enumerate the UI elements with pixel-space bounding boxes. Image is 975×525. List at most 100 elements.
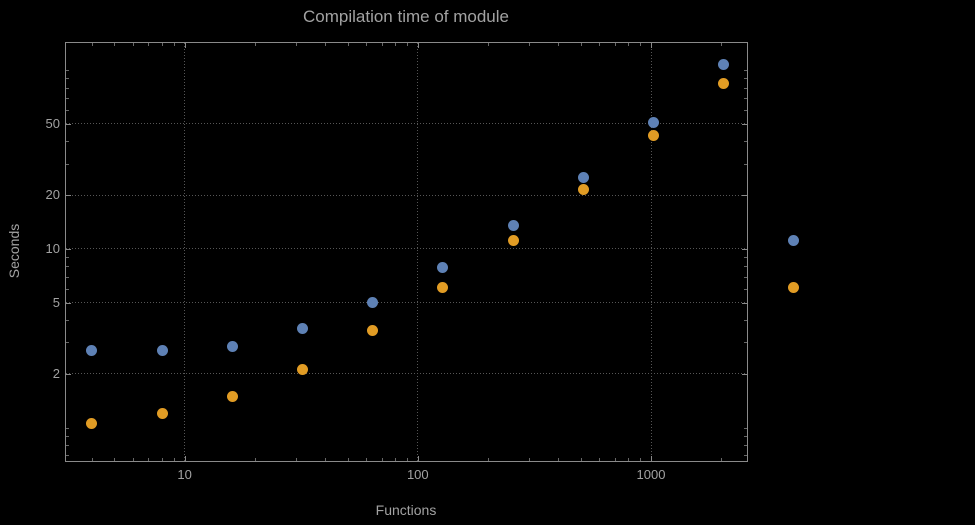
right-marker-point xyxy=(788,281,800,293)
x-minor-tick xyxy=(529,43,531,46)
data-point-blue xyxy=(437,261,449,273)
x-tick xyxy=(417,456,419,461)
y-minor-tick xyxy=(66,109,69,111)
x-minor-tick xyxy=(91,458,93,461)
x-minor-tick xyxy=(366,458,368,461)
x-minor-tick xyxy=(347,43,349,46)
x-minor-tick xyxy=(132,458,134,461)
data-point-blue xyxy=(86,344,98,356)
data-point-orange xyxy=(226,390,238,402)
y-tick xyxy=(742,373,747,375)
data-point-orange xyxy=(156,407,168,419)
data-point-blue xyxy=(647,116,659,128)
y-minor-tick xyxy=(744,163,747,165)
y-minor-tick xyxy=(66,141,69,143)
x-tick xyxy=(651,456,652,461)
x-minor-tick xyxy=(599,43,601,46)
x-minor-tick xyxy=(114,458,116,461)
data-point-orange xyxy=(86,418,98,430)
y-minor-tick xyxy=(66,342,69,344)
y-minor-tick xyxy=(66,97,69,99)
x-tick xyxy=(184,43,186,48)
x-minor-tick xyxy=(325,458,326,461)
x-minor-tick xyxy=(721,43,723,46)
x-minor-tick xyxy=(395,43,397,46)
y-minor-tick xyxy=(744,427,747,429)
y-minor-tick xyxy=(66,319,69,321)
y-tick xyxy=(742,248,747,250)
x-axis-label: Functions xyxy=(375,502,437,518)
data-point-blue xyxy=(226,340,238,352)
x-minor-tick xyxy=(640,458,642,461)
x-minor-tick xyxy=(347,458,349,461)
y-minor-tick xyxy=(744,266,747,268)
x-gridline xyxy=(417,43,419,461)
x-minor-tick xyxy=(721,458,723,461)
x-minor-tick xyxy=(162,43,163,46)
x-minor-tick xyxy=(580,43,582,46)
x-minor-tick xyxy=(173,43,175,46)
y-tick xyxy=(66,123,71,125)
y-minor-tick xyxy=(744,70,747,72)
y-minor-tick xyxy=(744,276,747,278)
x-gridline xyxy=(650,43,652,461)
x-minor-tick xyxy=(148,43,150,46)
x-tick-label: 100 xyxy=(406,467,429,482)
y-tick-label: 2 xyxy=(52,365,60,381)
y-minor-tick xyxy=(744,288,747,290)
y-tick xyxy=(66,248,71,250)
x-minor-tick xyxy=(614,43,616,46)
y-tick-label: 50 xyxy=(45,115,60,131)
y-gridline xyxy=(66,248,747,250)
x-minor-tick xyxy=(614,458,616,461)
y-tick-label: 5 xyxy=(52,294,60,310)
x-minor-tick xyxy=(91,43,93,46)
data-point-orange xyxy=(718,78,730,90)
y-minor-tick xyxy=(66,87,69,89)
x-tick xyxy=(651,43,652,48)
y-minor-tick xyxy=(744,435,747,437)
y-minor-tick xyxy=(66,455,69,457)
x-minor-tick xyxy=(580,458,582,461)
x-minor-tick xyxy=(640,43,642,46)
x-minor-tick xyxy=(254,458,256,461)
x-gridline xyxy=(184,43,186,461)
y-tick xyxy=(742,123,747,125)
y-tick xyxy=(66,302,71,304)
data-point-orange xyxy=(367,324,379,336)
y-minor-tick xyxy=(744,319,747,321)
plot-area: 10 100 1000 2 5 10 20 50 xyxy=(46,42,800,482)
x-minor-tick xyxy=(488,43,489,46)
data-point-orange xyxy=(507,234,519,246)
x-minor-tick xyxy=(488,458,489,461)
y-tick xyxy=(742,302,747,304)
right-marker-point xyxy=(788,234,800,246)
y-minor-tick xyxy=(744,109,747,111)
x-tick-label: 1000 xyxy=(636,467,666,482)
data-point-blue xyxy=(367,297,379,309)
x-minor-tick xyxy=(295,458,297,461)
y-minor-tick xyxy=(66,266,69,268)
x-minor-tick xyxy=(173,458,175,461)
data-point-orange xyxy=(437,281,449,293)
x-minor-tick xyxy=(395,458,397,461)
y-gridline xyxy=(66,302,747,304)
y-gridline xyxy=(66,123,747,125)
x-minor-tick xyxy=(148,458,150,461)
y-minor-tick xyxy=(744,444,747,446)
data-point-orange xyxy=(296,364,308,376)
y-minor-tick xyxy=(744,97,747,99)
y-minor-tick xyxy=(744,87,747,89)
data-point-blue xyxy=(296,322,308,334)
x-tick-label: 10 xyxy=(177,467,192,482)
y-minor-tick xyxy=(66,427,69,429)
y-minor-tick xyxy=(744,141,747,143)
chart-title: Compilation time of module xyxy=(303,7,509,26)
x-minor-tick xyxy=(628,458,630,461)
x-minor-tick xyxy=(114,43,116,46)
y-tick-label: 10 xyxy=(45,240,60,256)
y-minor-tick xyxy=(744,257,747,259)
y-minor-tick xyxy=(66,444,69,446)
y-tick-label: 20 xyxy=(45,187,60,203)
